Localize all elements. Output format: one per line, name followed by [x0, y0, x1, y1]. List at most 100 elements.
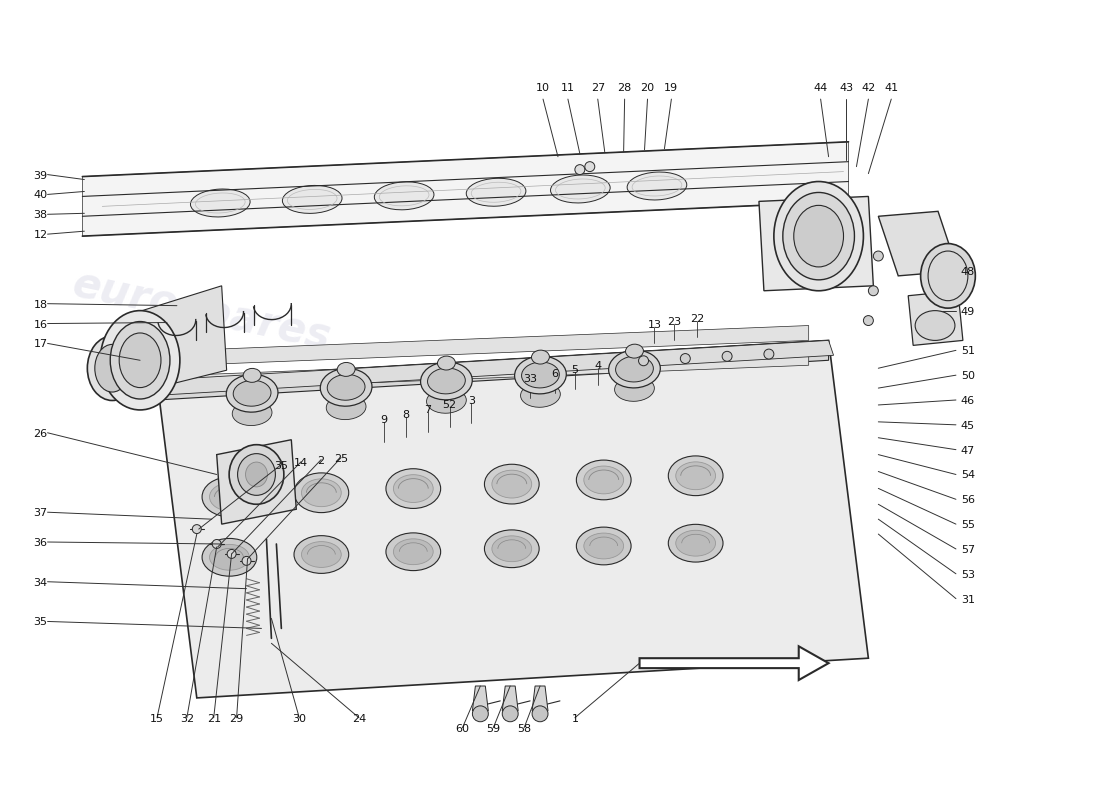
Text: 34: 34 — [33, 578, 47, 588]
Ellipse shape — [484, 530, 539, 568]
Ellipse shape — [520, 382, 560, 407]
Text: 36: 36 — [34, 538, 47, 548]
Ellipse shape — [627, 172, 686, 200]
Circle shape — [212, 539, 221, 549]
Ellipse shape — [374, 182, 434, 210]
Text: 51: 51 — [961, 346, 975, 356]
Ellipse shape — [515, 356, 566, 394]
Text: 42: 42 — [861, 83, 876, 93]
Text: 32: 32 — [179, 714, 194, 724]
Text: 53: 53 — [961, 570, 975, 580]
Polygon shape — [217, 440, 296, 524]
Ellipse shape — [616, 356, 653, 382]
Ellipse shape — [427, 388, 466, 414]
Text: 1: 1 — [571, 714, 579, 724]
Ellipse shape — [484, 464, 539, 504]
Polygon shape — [472, 686, 488, 711]
Ellipse shape — [675, 462, 716, 490]
Ellipse shape — [320, 368, 372, 406]
Ellipse shape — [466, 178, 526, 206]
Ellipse shape — [87, 336, 138, 401]
Text: 21: 21 — [207, 714, 221, 724]
Text: 3: 3 — [468, 396, 475, 406]
Ellipse shape — [245, 462, 267, 487]
Text: 33: 33 — [524, 374, 537, 384]
Ellipse shape — [232, 401, 272, 426]
Text: 44: 44 — [814, 83, 828, 93]
Polygon shape — [909, 290, 962, 346]
Text: 7: 7 — [425, 405, 431, 415]
Text: 29: 29 — [230, 714, 244, 724]
Ellipse shape — [669, 524, 723, 562]
Text: 48: 48 — [961, 267, 976, 277]
Ellipse shape — [190, 189, 250, 217]
Polygon shape — [532, 686, 548, 711]
Ellipse shape — [774, 182, 864, 290]
Text: 18: 18 — [33, 300, 47, 310]
Ellipse shape — [283, 186, 342, 214]
Ellipse shape — [915, 310, 955, 341]
Polygon shape — [157, 341, 834, 395]
Ellipse shape — [420, 362, 472, 400]
Ellipse shape — [386, 533, 441, 570]
Text: 37: 37 — [33, 508, 47, 518]
Text: 35: 35 — [274, 461, 288, 470]
Circle shape — [585, 162, 595, 171]
Text: 47: 47 — [961, 446, 976, 456]
Text: 9: 9 — [381, 415, 387, 425]
Ellipse shape — [327, 374, 365, 400]
Text: 46: 46 — [961, 396, 975, 406]
Ellipse shape — [921, 243, 976, 308]
Text: 10: 10 — [536, 83, 550, 93]
Ellipse shape — [521, 362, 559, 388]
Text: 19: 19 — [664, 83, 679, 93]
Ellipse shape — [294, 536, 349, 574]
Text: 56: 56 — [961, 495, 975, 506]
Ellipse shape — [95, 344, 130, 392]
Text: 20: 20 — [640, 83, 654, 93]
Ellipse shape — [615, 377, 654, 402]
Text: 58: 58 — [517, 724, 531, 734]
Circle shape — [227, 550, 236, 558]
Circle shape — [680, 354, 691, 363]
Circle shape — [868, 286, 878, 296]
Ellipse shape — [386, 469, 441, 509]
Ellipse shape — [301, 479, 341, 506]
Polygon shape — [187, 350, 808, 390]
Circle shape — [472, 706, 488, 722]
Text: 30: 30 — [293, 714, 306, 724]
Ellipse shape — [576, 527, 631, 565]
Ellipse shape — [576, 460, 631, 500]
Ellipse shape — [202, 477, 256, 517]
Text: 22: 22 — [690, 314, 704, 323]
Ellipse shape — [233, 380, 271, 406]
Polygon shape — [142, 286, 227, 390]
Circle shape — [192, 525, 201, 534]
Text: 12: 12 — [33, 230, 47, 240]
Polygon shape — [503, 686, 518, 711]
Text: eurospares: eurospares — [68, 262, 334, 358]
Text: 25: 25 — [334, 454, 348, 463]
Text: 45: 45 — [961, 421, 975, 431]
Polygon shape — [759, 197, 873, 290]
Text: 2: 2 — [318, 455, 324, 466]
Circle shape — [532, 706, 548, 722]
Circle shape — [864, 315, 873, 326]
Text: 14: 14 — [294, 458, 308, 467]
Polygon shape — [639, 646, 828, 680]
Text: 16: 16 — [34, 319, 47, 330]
Text: 11: 11 — [561, 83, 575, 93]
Ellipse shape — [394, 539, 433, 565]
Text: 39: 39 — [33, 170, 47, 181]
Ellipse shape — [119, 333, 161, 387]
Ellipse shape — [669, 456, 723, 496]
Ellipse shape — [301, 542, 341, 567]
Ellipse shape — [227, 374, 278, 412]
Circle shape — [503, 706, 518, 722]
Ellipse shape — [238, 454, 275, 495]
Text: 43: 43 — [839, 83, 854, 93]
Ellipse shape — [626, 344, 644, 358]
Text: 50: 50 — [961, 371, 975, 381]
Ellipse shape — [438, 356, 455, 370]
Ellipse shape — [675, 530, 716, 556]
